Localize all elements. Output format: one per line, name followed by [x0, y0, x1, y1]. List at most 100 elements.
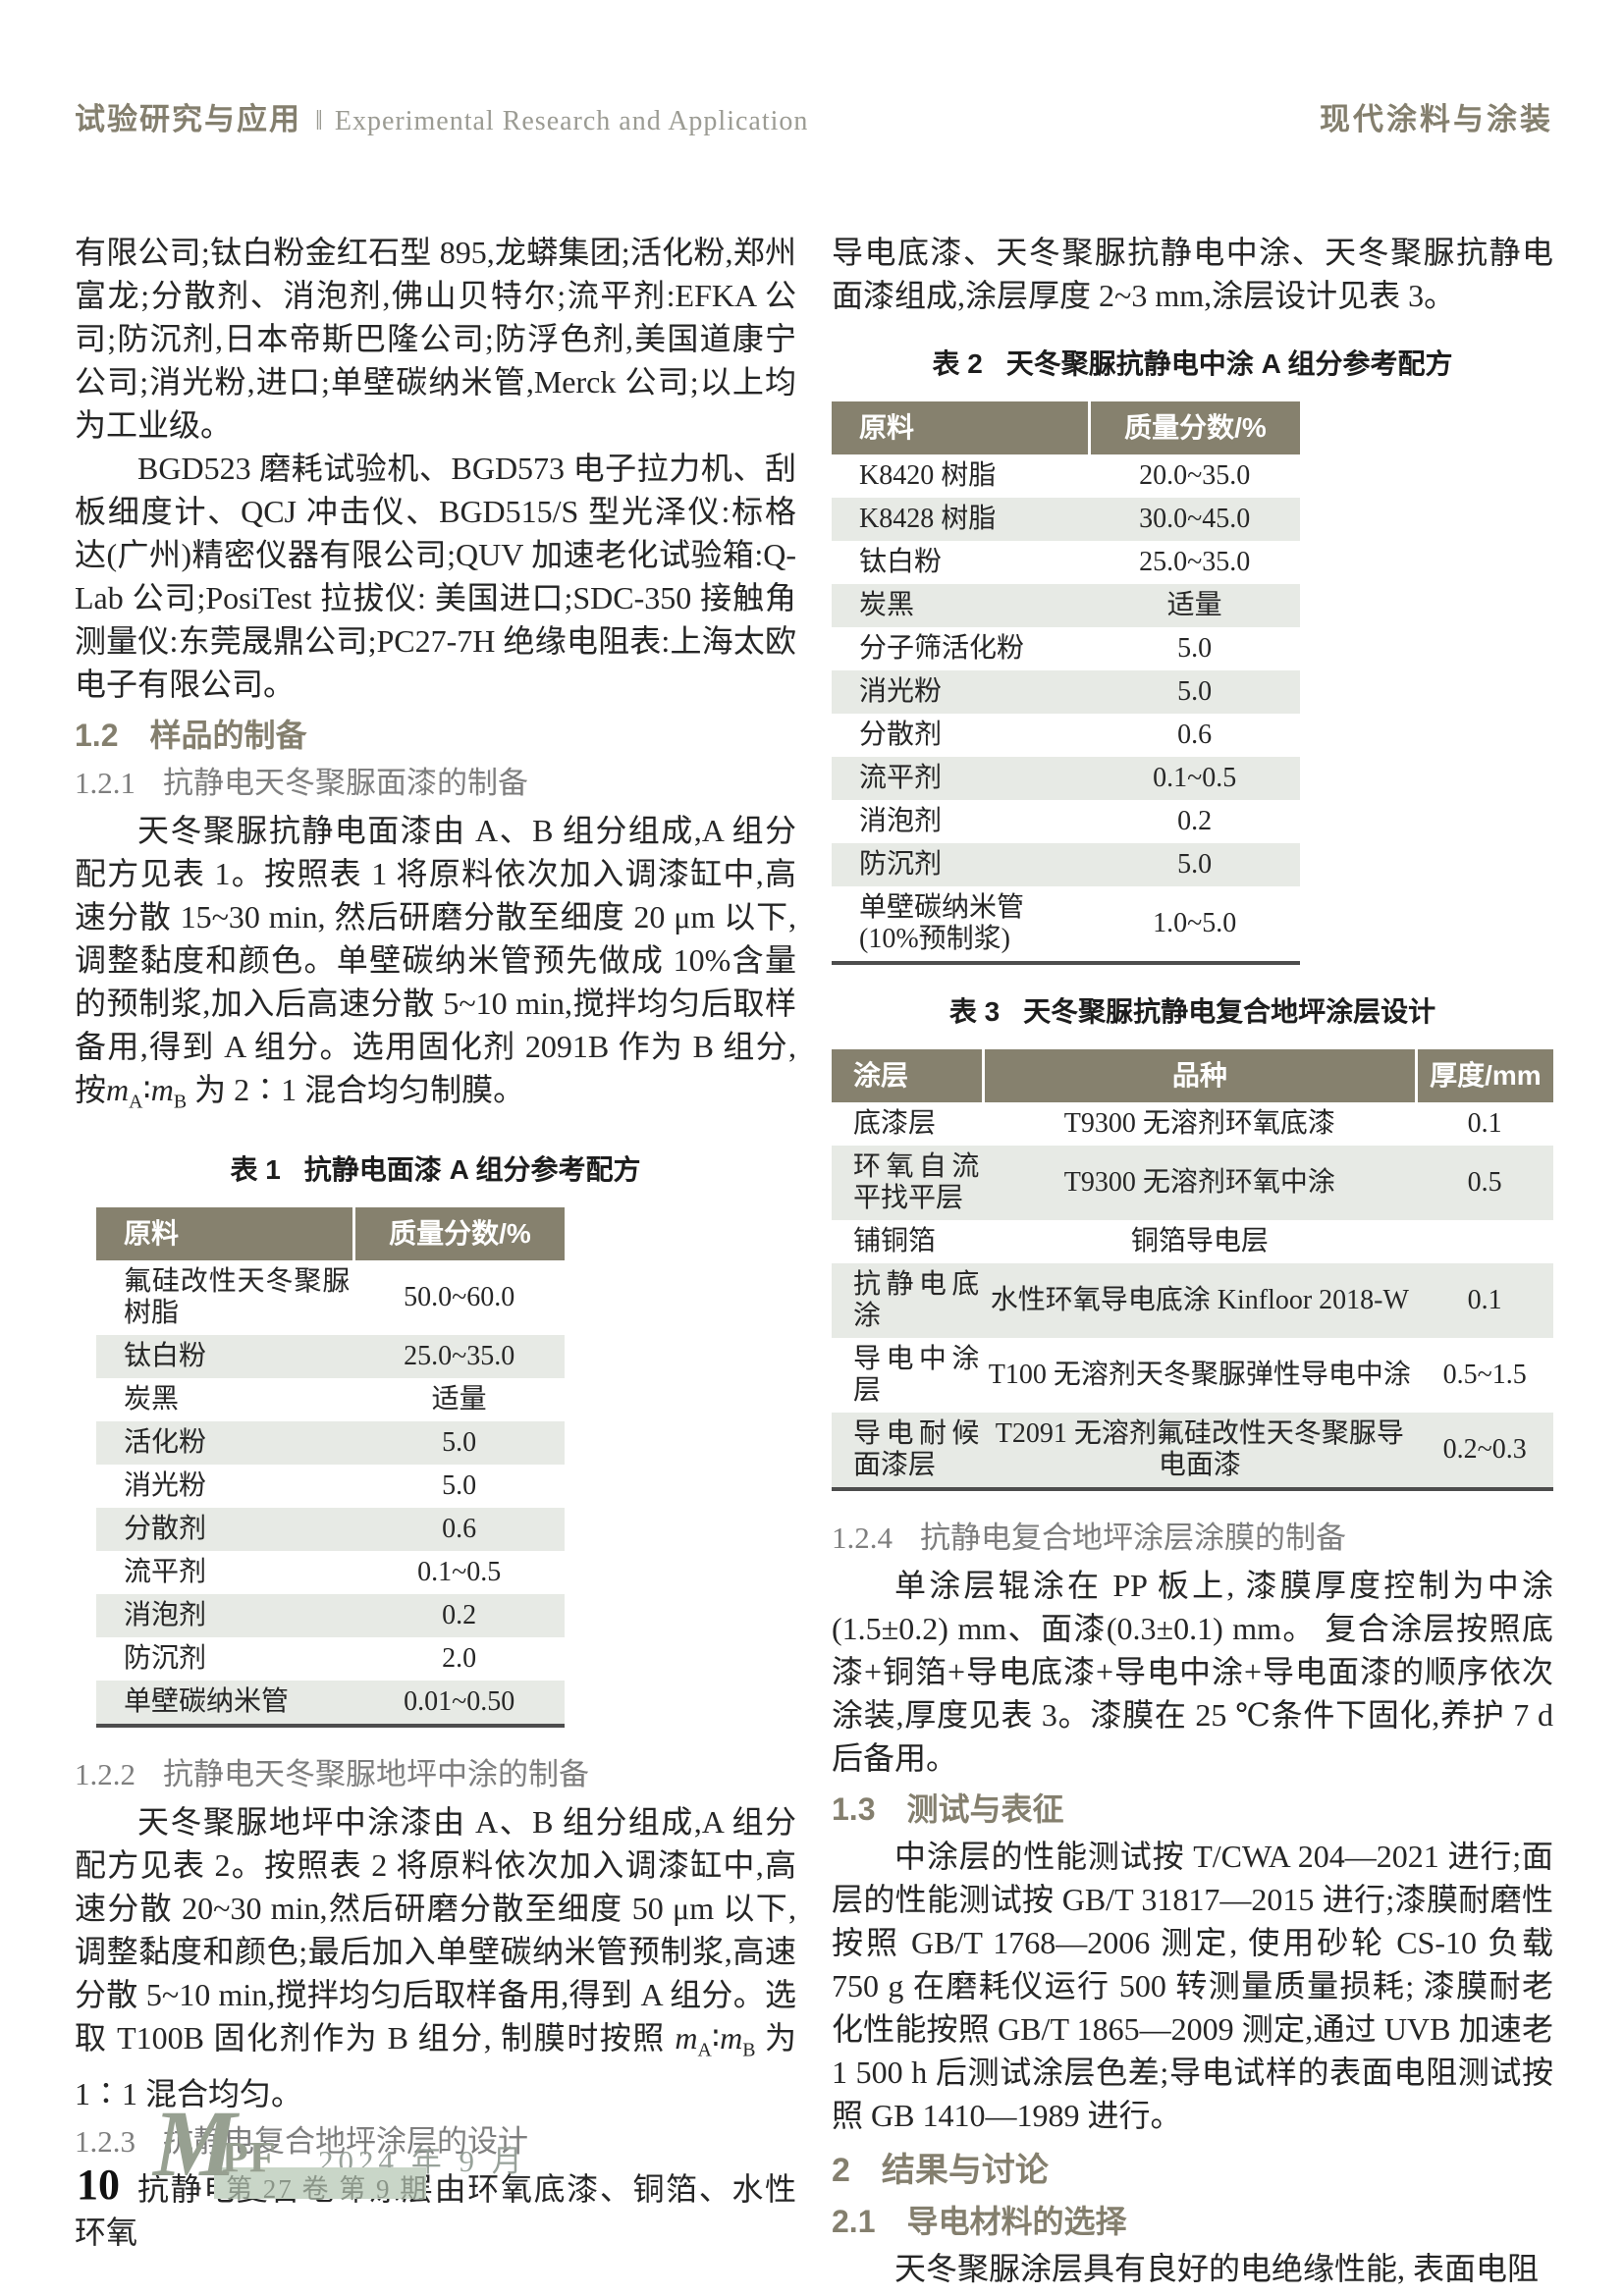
table-cell-mass: 50.0~60.0: [404, 1282, 515, 1313]
table-cell-layer: 导电耐候面漆层: [853, 1418, 980, 1480]
table-cell-material: 消光粉: [859, 676, 943, 707]
section-heading-1-2-1: 1.2.1 抗静电天冬聚脲面漆的制备: [75, 762, 796, 805]
table-cell-layer: 抗静电底涂: [853, 1269, 980, 1331]
table-3-caption: 表 3 天冬聚脲抗静电复合地坪涂层设计: [832, 990, 1553, 1034]
text-run: 为 2∶1 混合均匀制膜。: [187, 1072, 525, 1107]
table-cell-product: T9300 无溶剂环氧中涂: [1063, 1167, 1335, 1198]
table-row: 单壁碳纳米管 0.01~0.50: [96, 1681, 565, 1727]
table-cell-material: 消光粉: [124, 1470, 207, 1502]
table-row: 钛白粉 25.0~35.0: [96, 1335, 565, 1379]
math-var: m: [150, 1072, 174, 1107]
table-1: 原料 质量分数/% 氟硅改性天冬聚脲树脂 50.0~60.0 钛白粉 25.0~35…: [96, 1207, 565, 1729]
journal-logo-pf: PF: [222, 2133, 277, 2181]
table-title: 抗静电面漆 A 组分参考配方: [303, 1154, 641, 1186]
table-title: 天冬聚脲抗静电复合地坪涂层设计: [1023, 996, 1436, 1027]
section-heading-2: 2 结果与讨论: [832, 2149, 1553, 2192]
section-number: 1.2.3: [75, 2123, 135, 2159]
table-cell-material: 分散剂: [124, 1514, 207, 1545]
section-title: 导电材料的选择: [906, 2204, 1127, 2239]
running-head-english: Experimental Research and Application: [334, 106, 809, 136]
section-number: 1.2.1: [75, 766, 135, 800]
table-cell-mass: 5.0: [1177, 633, 1213, 664]
section-heading-1-2-2: 1.2.2 抗静电天冬聚脲地坪中涂的制备: [75, 1753, 796, 1796]
section-heading-1-2-3: 1.2.3 抗静电复合地坪涂层的设计: [75, 2120, 796, 2163]
table-cell-material: 活化粉: [124, 1427, 207, 1459]
math-subscript: B: [742, 2039, 756, 2061]
table-row: 消光粉 5.0: [832, 670, 1300, 714]
table-3: 涂层 品种 厚度/mm 底漆层 T9300 无溶剂环氧底漆 0.1 环氧自流平找平层…: [832, 1049, 1553, 1491]
table-row: 消泡剂 0.2: [96, 1594, 565, 1638]
column-header-layer: 涂层: [832, 1049, 984, 1102]
issue-band: [214, 2167, 426, 2199]
table-cell-product: 水性环氧导电底涂 Kinfloor 2018-W: [990, 1285, 1409, 1315]
table-cell-mass: 2.0: [442, 1643, 477, 1675]
table-row: 消光粉 5.0: [96, 1465, 565, 1508]
table-cell-material: 单壁碳纳米管 (10%预制浆): [859, 892, 1025, 954]
table-cell-mass: 适量: [431, 1384, 487, 1415]
table-head: 涂层 品种 厚度/mm: [832, 1049, 1553, 1102]
left-column: 有限公司;钛白粉金红石型 895,龙蟒集团;活化粉,郑州富龙;分散剂、消泡剂,佛…: [75, 231, 796, 2290]
table-row: 铺铜箔 铜箔导电层: [832, 1220, 1553, 1263]
table-header-row: 涂层 品种 厚度/mm: [832, 1049, 1553, 1102]
table-row: K8428 树脂 30.0~45.0: [832, 498, 1300, 541]
volume-issue: 第 27 卷 第 9 期: [226, 2174, 429, 2204]
table-row: 分散剂 0.6: [96, 1508, 565, 1552]
table-cell-mass: 0.6: [1177, 720, 1213, 750]
section-running-head: 试验研究与应用 ‖ Experimental Research and Applic…: [75, 94, 808, 138]
table-row: 钛白粉 25.0~35.0: [832, 541, 1300, 584]
section-number: 1.3: [832, 1791, 876, 1827]
table-head: 原料 质量分数/%: [832, 401, 1300, 454]
table-cell-product: 铜箔导电层: [1130, 1226, 1269, 1256]
section-title: 结果与讨论: [881, 2152, 1049, 2189]
table-header-row: 原料 质量分数/%: [832, 401, 1300, 454]
table-cell-thickness: 0.2~0.3: [1442, 1434, 1527, 1465]
paragraph: 有限公司;钛白粉金红石型 895,龙蟒集团;活化粉,郑州富龙;分散剂、消泡剂,佛…: [75, 235, 796, 443]
paragraph: 天冬聚脲涂层具有良好的电绝缘性能, 表面电阻: [894, 2251, 1540, 2286]
table-body: K8420 树脂 20.0~35.0 K8428 树脂 30.0~45.0 钛白粉 2…: [832, 454, 1300, 963]
table-row: 抗静电底涂 水性环氧导电底涂 Kinfloor 2018-W 0.1: [832, 1263, 1553, 1338]
paragraph: 天冬聚脲地坪中涂漆由 A、B 组分组成,A 组分配方见表 2。按照表 2 将原料…: [75, 1800, 796, 2114]
table-body: 底漆层 T9300 无溶剂环氧底漆 0.1 环氧自流平找平层 T9300 无溶剂环氧中…: [832, 1102, 1553, 1489]
table-label: 表 1: [230, 1154, 281, 1186]
section-number: 2.1: [832, 2204, 876, 2239]
table-cell-material: 氟硅改性天冬聚脲树脂: [124, 1266, 351, 1329]
table-cell-mass: 0.01~0.50: [404, 1686, 515, 1718]
table-2: 原料 质量分数/% K8420 树脂 20.0~35.0 K8428 树脂 30.0…: [832, 401, 1300, 965]
table-cell-product: T9300 无溶剂环氧底漆: [1063, 1108, 1335, 1139]
table-row: 分散剂 0.6: [832, 714, 1300, 757]
table-row: 防沉剂 2.0: [96, 1637, 565, 1681]
text-run: 为 1∶1 混合均匀。: [75, 2020, 796, 2111]
section-title: 样品的制备: [149, 718, 307, 753]
section-title: 测试与表征: [906, 1791, 1064, 1827]
table-row: 防沉剂 5.0: [832, 843, 1300, 886]
column-header-mass-fraction: 质量分数/%: [352, 1207, 565, 1261]
paragraph: 天冬聚脲抗静电面漆由 A、B 组分组成,A 组分配方见表 1。按照表 1 将原料…: [75, 809, 796, 1123]
table-row: 分子筛活化粉 5.0: [832, 627, 1300, 670]
table-header-row: 原料 质量分数/%: [96, 1207, 565, 1261]
table-cell-thickness: 0.5: [1467, 1167, 1502, 1198]
section-title: 抗静电复合地坪涂层的设计: [163, 2123, 528, 2159]
table-row: 环氧自流平找平层 T9300 无溶剂环氧中涂 0.5: [832, 1146, 1553, 1220]
column-header-material: 原料: [832, 401, 1090, 454]
table-row: 氟硅改性天冬聚脲树脂 50.0~60.0: [96, 1260, 565, 1335]
table-cell-mass: 1.0~5.0: [1153, 908, 1237, 938]
math-subscript: A: [697, 2039, 712, 2061]
section-number: 2: [832, 2152, 850, 2189]
table-cell-layer: 导电中涂层: [853, 1344, 980, 1406]
table-label: 表 3: [948, 996, 1001, 1027]
math-var: m: [720, 2020, 743, 2056]
table-cell-material: 消泡剂: [124, 1600, 207, 1631]
section-heading-1-2-4: 1.2.4 抗静电复合地坪涂层涂膜的制备: [832, 1517, 1553, 1560]
paragraph: 单涂层辊涂在 PP 板上, 漆膜厚度控制为中涂(1.5±0.2) mm、面漆(0…: [832, 1568, 1553, 1776]
journal-name: 现代涂料与涂装: [1320, 102, 1553, 136]
table-cell-mass: 5.0: [442, 1427, 477, 1459]
table-cell-product: T100 无溶剂天冬聚脲弹性导电中涂: [988, 1360, 1411, 1390]
table-cell-thickness: 0.1: [1467, 1108, 1502, 1139]
table-cell-mass: 5.0: [442, 1470, 477, 1502]
table-1-caption: 表 1 抗静电面漆 A 组分参考配方: [75, 1148, 796, 1192]
column-header-product: 品种: [981, 1049, 1417, 1102]
table-cell-mass: 0.2: [1177, 806, 1213, 836]
table-cell-mass: 0.6: [442, 1514, 477, 1545]
